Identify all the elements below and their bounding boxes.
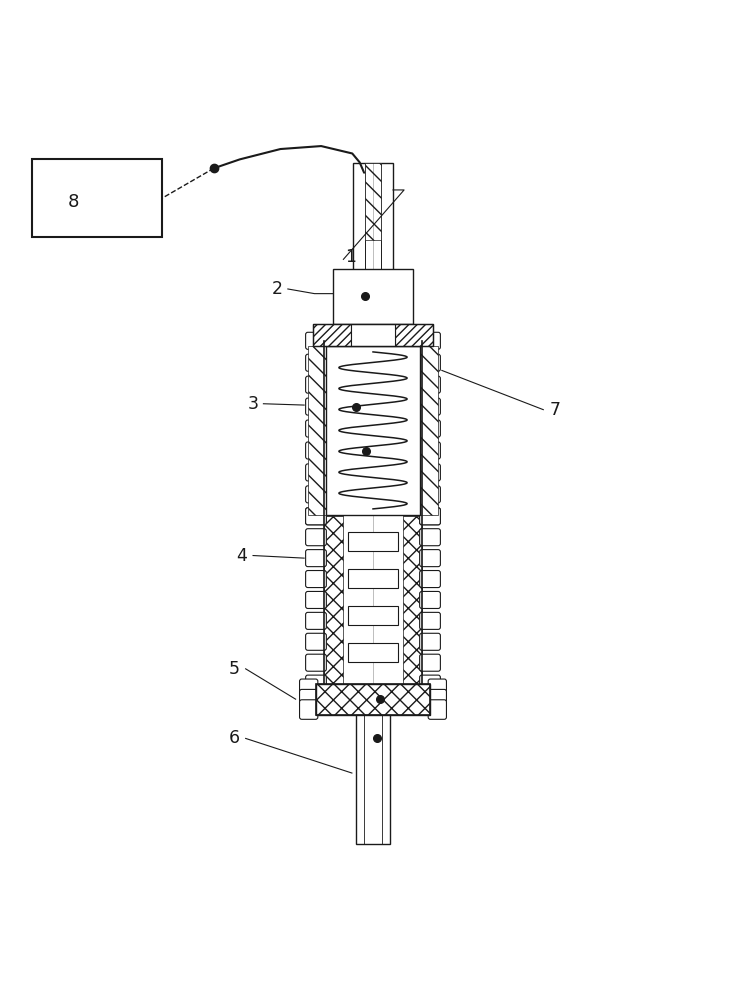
FancyBboxPatch shape xyxy=(428,700,446,719)
Bar xyxy=(351,324,395,346)
FancyBboxPatch shape xyxy=(306,675,326,692)
FancyBboxPatch shape xyxy=(420,633,440,650)
FancyBboxPatch shape xyxy=(420,571,440,588)
Bar xyxy=(404,516,422,684)
FancyBboxPatch shape xyxy=(306,376,326,393)
Bar xyxy=(353,163,393,270)
FancyBboxPatch shape xyxy=(306,486,326,503)
FancyBboxPatch shape xyxy=(300,689,318,709)
FancyBboxPatch shape xyxy=(420,442,440,459)
Bar xyxy=(308,346,325,515)
Bar xyxy=(324,341,342,516)
Bar xyxy=(313,324,351,346)
FancyBboxPatch shape xyxy=(428,679,446,699)
Bar xyxy=(32,159,162,237)
Bar xyxy=(356,715,390,844)
Bar xyxy=(348,643,398,662)
FancyBboxPatch shape xyxy=(420,420,440,437)
FancyBboxPatch shape xyxy=(306,591,326,608)
FancyBboxPatch shape xyxy=(420,354,440,371)
Text: 8: 8 xyxy=(68,193,80,211)
Bar xyxy=(324,516,342,684)
FancyBboxPatch shape xyxy=(300,700,318,719)
Text: 7: 7 xyxy=(549,401,560,419)
FancyBboxPatch shape xyxy=(306,550,326,567)
FancyBboxPatch shape xyxy=(306,529,326,546)
Bar xyxy=(348,532,398,551)
FancyBboxPatch shape xyxy=(306,354,326,371)
Bar xyxy=(421,346,438,515)
FancyBboxPatch shape xyxy=(306,571,326,588)
Bar xyxy=(316,684,430,715)
FancyBboxPatch shape xyxy=(300,679,318,699)
FancyBboxPatch shape xyxy=(306,508,326,525)
Text: 1: 1 xyxy=(345,248,356,266)
FancyBboxPatch shape xyxy=(420,376,440,393)
FancyBboxPatch shape xyxy=(306,332,326,349)
Bar xyxy=(348,606,398,625)
Bar xyxy=(316,684,430,715)
FancyBboxPatch shape xyxy=(420,654,440,671)
FancyBboxPatch shape xyxy=(420,464,440,481)
Bar xyxy=(365,163,381,240)
Bar xyxy=(348,569,398,588)
Text: 6: 6 xyxy=(228,729,239,747)
Bar xyxy=(404,341,422,516)
Bar xyxy=(333,269,413,324)
FancyBboxPatch shape xyxy=(420,675,440,692)
FancyBboxPatch shape xyxy=(306,654,326,671)
FancyBboxPatch shape xyxy=(420,508,440,525)
FancyBboxPatch shape xyxy=(306,612,326,629)
FancyBboxPatch shape xyxy=(420,612,440,629)
FancyBboxPatch shape xyxy=(306,420,326,437)
FancyBboxPatch shape xyxy=(306,633,326,650)
FancyBboxPatch shape xyxy=(420,398,440,415)
Text: 5: 5 xyxy=(229,660,239,678)
Bar xyxy=(313,324,433,346)
Text: 2: 2 xyxy=(272,280,283,298)
FancyBboxPatch shape xyxy=(306,442,326,459)
Text: 4: 4 xyxy=(236,547,247,565)
FancyBboxPatch shape xyxy=(420,508,440,525)
FancyBboxPatch shape xyxy=(420,550,440,567)
Bar xyxy=(325,346,421,515)
FancyBboxPatch shape xyxy=(306,464,326,481)
FancyBboxPatch shape xyxy=(428,689,446,709)
FancyBboxPatch shape xyxy=(420,591,440,608)
Bar xyxy=(395,324,433,346)
FancyBboxPatch shape xyxy=(306,398,326,415)
FancyBboxPatch shape xyxy=(420,486,440,503)
Text: 3: 3 xyxy=(247,395,258,413)
FancyBboxPatch shape xyxy=(420,332,440,349)
FancyBboxPatch shape xyxy=(420,529,440,546)
FancyBboxPatch shape xyxy=(306,508,326,525)
